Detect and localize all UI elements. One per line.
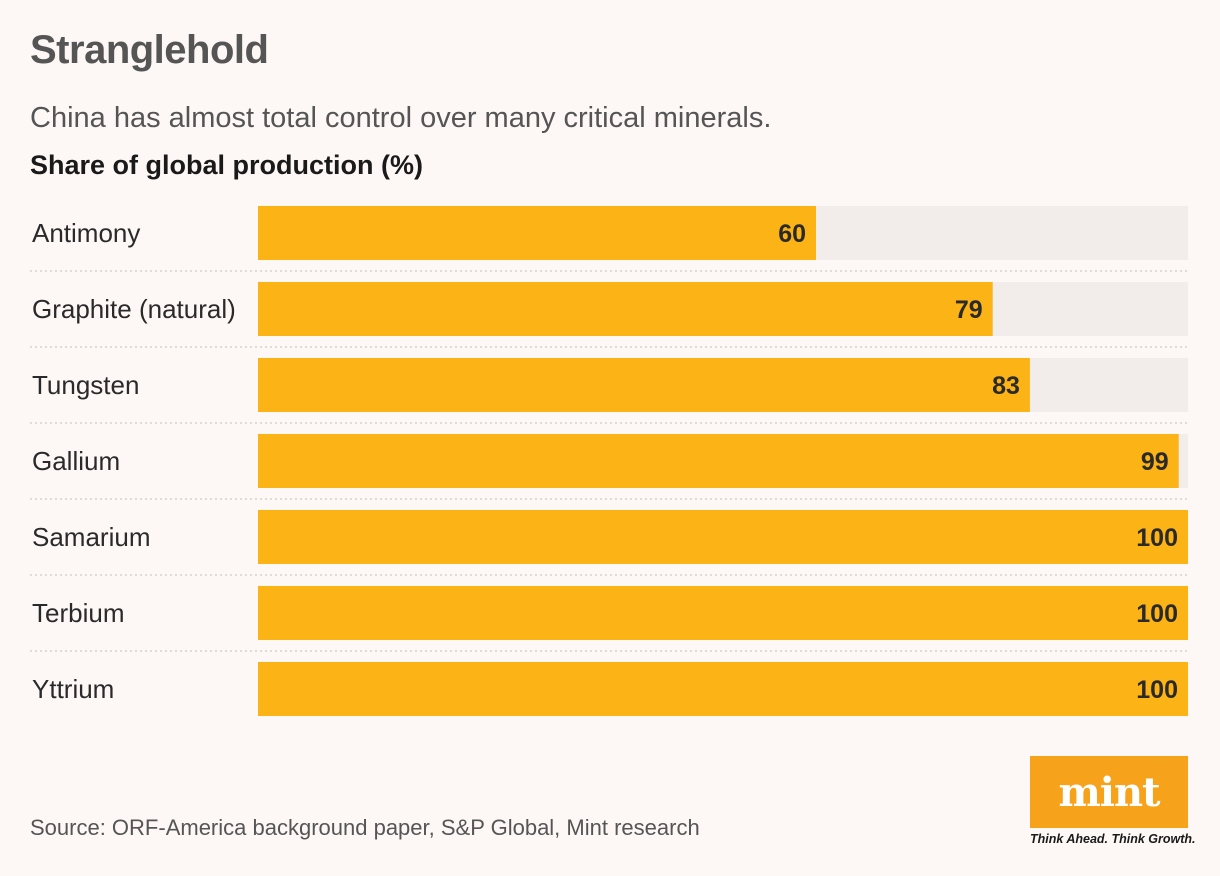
value-label-yttrium: 100 [1136,676,1178,704]
mint-logo-box: mint [1030,756,1188,828]
source-note: Source: ORF-America background paper, S&… [30,815,700,840]
category-label-gallium: Gallium [32,446,120,476]
bar-graphite-natural [258,282,993,336]
value-label-gallium: 99 [1141,448,1169,476]
value-label-samarium: 100 [1136,524,1178,552]
bar-tungsten [258,358,1030,412]
bar-gallium [258,434,1179,488]
category-label-graphite-natural: Graphite (natural) [32,294,236,324]
bar-chart: Antimony 60 Graphite (natural) 79 Tungsten 83… [30,206,1188,716]
mint-logo: mint Think Ahead. Think Growth. [1030,756,1196,848]
category-label-terbium: Terbium [32,598,124,628]
value-label-graphite-natural: 79 [955,296,983,324]
bar-antimony [258,206,816,260]
bar-terbium [258,586,1188,640]
bar-yttrium [258,662,1188,716]
mint-tagline: Think Ahead. Think Growth. [1030,832,1196,846]
category-label-samarium: Samarium [32,522,150,552]
category-label-tungsten: Tungsten [32,370,139,400]
axis-label: Share of global production (%) [30,150,423,180]
bar-samarium [258,510,1188,564]
chart-title: Stranglehold [30,28,269,72]
category-label-antimony: Antimony [32,218,140,248]
category-label-yttrium: Yttrium [32,674,114,704]
value-label-antimony: 60 [778,220,806,248]
chart-subtitle: China has almost total control over many… [30,102,772,134]
value-label-terbium: 100 [1136,600,1178,628]
value-label-tungsten: 83 [992,372,1020,400]
mint-logo-word: mint [1058,768,1160,816]
